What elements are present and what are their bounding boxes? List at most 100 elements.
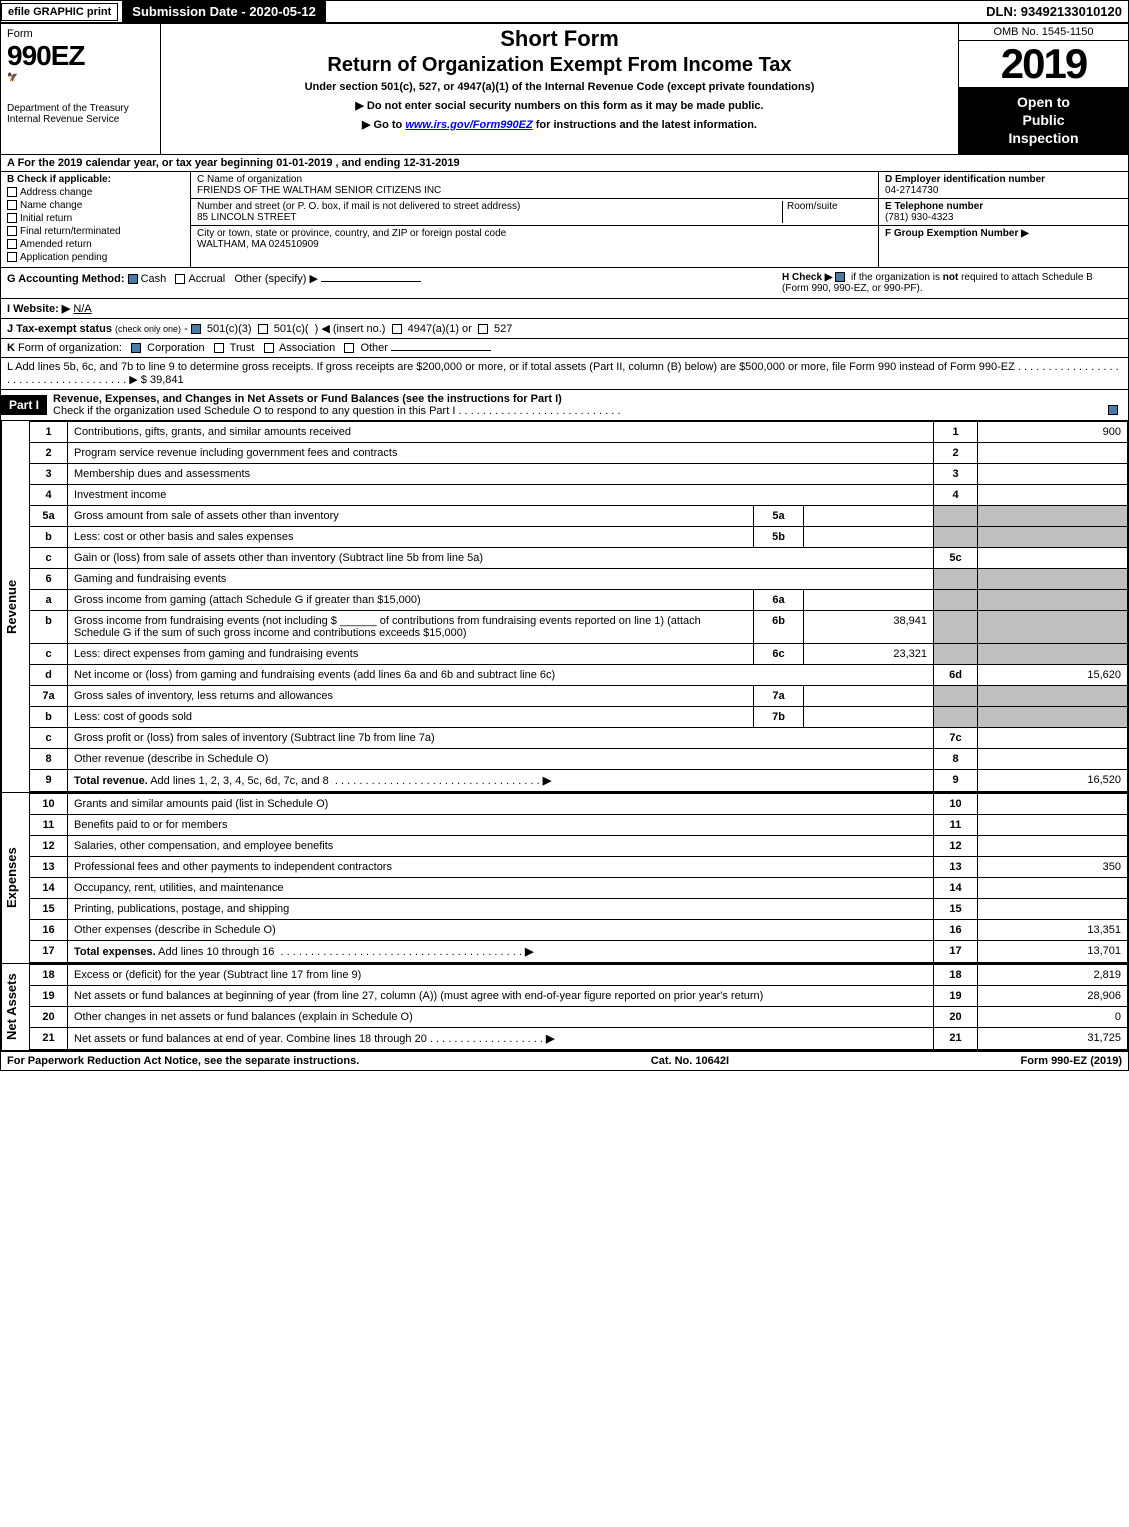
gross-receipts-value: 39,841 [150,374,184,386]
line-3: 3Membership dues and assessments3 [30,463,1128,484]
submission-date: Submission Date - 2020-05-12 [122,1,326,22]
line-20: 20Other changes in net assets or fund ba… [30,1006,1128,1027]
open-line-1: Open to [1017,94,1070,110]
net-assets-side-label: Net Assets [1,964,29,1050]
chk-initial-return[interactable]: Initial return [7,213,184,224]
efile-print-button[interactable]: efile GRAPHIC print [1,3,118,21]
line-16: 16Other expenses (describe in Schedule O… [30,919,1128,940]
part-i-title: Revenue, Expenses, and Changes in Net As… [53,393,562,405]
header-left: Form 990EZ 🦅 Department of the Treasury … [1,24,161,154]
line-6c: cLess: direct expenses from gaming and f… [30,643,1128,664]
line-13: 13Professional fees and other payments t… [30,856,1128,877]
room-suite: Room/suite [782,201,872,223]
line-1: 1Contributions, gifts, grants, and simil… [30,421,1128,442]
chk-cash[interactable] [128,274,138,284]
header-middle: Short Form Return of Organization Exempt… [161,24,958,154]
chk-schedule-o[interactable] [1108,405,1118,415]
revenue-section: Revenue 1Contributions, gifts, grants, a… [1,421,1128,793]
line-5b: bLess: cost or other basis and sales exp… [30,526,1128,547]
row-a-text: A For the 2019 calendar year, or tax yea… [7,157,460,169]
revenue-table: 1Contributions, gifts, grants, and simil… [29,421,1128,792]
chk-name-change[interactable]: Name change [7,200,184,211]
line-12: 12Salaries, other compensation, and empl… [30,835,1128,856]
c-address-block: Number and street (or P. O. box, if mail… [191,199,878,226]
e-phone-block: E Telephone number (781) 930-4323 [879,199,1128,226]
part-i-desc: Revenue, Expenses, and Changes in Net As… [47,390,1128,420]
f-label: F Group Exemption Number ▶ [885,228,1029,239]
short-form-title: Short Form [167,26,952,52]
line-7a: 7aGross sales of inventory, less returns… [30,685,1128,706]
website-value: N/A [73,303,91,315]
row-a-tax-year: A For the 2019 calendar year, or tax yea… [1,155,1128,172]
chk-527[interactable] [478,324,488,334]
open-line-3: Inspection [1008,130,1078,146]
c-name-block: C Name of organization FRIENDS OF THE WA… [191,172,878,199]
line-6: 6Gaming and fundraising events [30,568,1128,589]
page-footer: For Paperwork Reduction Act Notice, see … [1,1052,1128,1070]
line-9: 9Total revenue. Add lines 1, 2, 3, 4, 5c… [30,769,1128,791]
chk-address-change[interactable]: Address change [7,187,184,198]
chk-other-org[interactable] [344,343,354,353]
arrow-icon: ▶ [543,775,551,787]
other-input[interactable] [321,281,421,282]
other-specify: Other (specify) ▶ [234,273,318,285]
row-g-h: G Accounting Method: Cash Accrual Other … [1,268,1128,299]
line-4: 4Investment income4 [30,484,1128,505]
chk-501c[interactable] [258,324,268,334]
line-6d: dNet income or (loss) from gaming and fu… [30,664,1128,685]
dept-treasury: Department of the Treasury [7,103,154,114]
col-b-title: B Check if applicable: [7,174,111,185]
chk-trust[interactable] [214,343,224,353]
e-label: E Telephone number [885,201,983,212]
chk-final-return[interactable]: Final return/terminated [7,226,184,237]
g-label: G Accounting Method: [7,273,125,285]
chk-4947[interactable] [392,324,402,334]
open-line-2: Public [1022,112,1064,128]
form-header: Form 990EZ 🦅 Department of the Treasury … [1,24,1128,155]
d-ein-block: D Employer identification number 04-2714… [879,172,1128,199]
chk-accrual[interactable] [175,274,185,284]
column-def: D Employer identification number 04-2714… [878,172,1128,267]
top-bar: efile GRAPHIC print Submission Date - 20… [1,1,1128,24]
line-5a: 5aGross amount from sale of assets other… [30,505,1128,526]
row-g-left: G Accounting Method: Cash Accrual Other … [7,272,782,294]
line-10: 10Grants and similar amounts paid (list … [30,793,1128,814]
chk-application-pending[interactable]: Application pending [7,252,184,263]
row-j-tax-exempt: J Tax-exempt status (check only one) - 5… [1,319,1128,339]
expenses-side-label: Expenses [1,793,29,963]
part-i-header-row: Part I Revenue, Expenses, and Changes in… [1,390,1128,421]
row-l-gross-receipts: L Add lines 5b, 6c, and 7b to line 9 to … [1,358,1128,390]
chk-amended-return[interactable]: Amended return [7,239,184,250]
addr-label: Number and street (or P. O. box, if mail… [197,201,520,212]
other-org-input[interactable] [391,350,491,351]
phone-value: (781) 930-4323 [885,212,953,223]
info-section: B Check if applicable: Address change Na… [1,172,1128,268]
line-7b: bLess: cost of goods sold7b [30,706,1128,727]
line-6a: aGross income from gaming (attach Schedu… [30,589,1128,610]
chk-501c3[interactable] [191,324,201,334]
footer-right: Form 990-EZ (2019) [1021,1055,1123,1067]
c-city-block: City or town, state or province, country… [191,226,878,252]
line-2: 2Program service revenue including gover… [30,442,1128,463]
street-address: 85 LINCOLN STREET [197,212,296,223]
h-label: H Check ▶ [782,272,832,283]
dln-label: DLN: 93492133010120 [986,4,1128,19]
i-label: I Website: ▶ [7,303,70,315]
form-number: 990EZ [7,40,154,72]
line-15: 15Printing, publications, postage, and s… [30,898,1128,919]
chk-association[interactable] [264,343,274,353]
topbar-left: efile GRAPHIC print Submission Date - 20… [1,1,326,22]
expenses-section: Expenses 10Grants and similar amounts pa… [1,793,1128,964]
line-11: 11Benefits paid to or for members11 [30,814,1128,835]
irs-label: Internal Revenue Service [7,114,154,125]
line-19: 19Net assets or fund balances at beginni… [30,985,1128,1006]
return-title: Return of Organization Exempt From Incom… [167,54,952,77]
row-k-form-org: K Form of organization: Corporation Trus… [1,339,1128,358]
irs-link[interactable]: www.irs.gov/Form990EZ [405,119,532,131]
chk-corporation[interactable] [131,343,141,353]
header-right: OMB No. 1545-1150 2019 Open to Public In… [958,24,1128,154]
form-word: Form [7,28,154,40]
instruction-line-2: ▶ Go to www.irs.gov/Form990EZ for instru… [167,118,952,131]
ein-value: 04-2714730 [885,185,938,196]
chk-schedule-b[interactable] [835,272,845,282]
